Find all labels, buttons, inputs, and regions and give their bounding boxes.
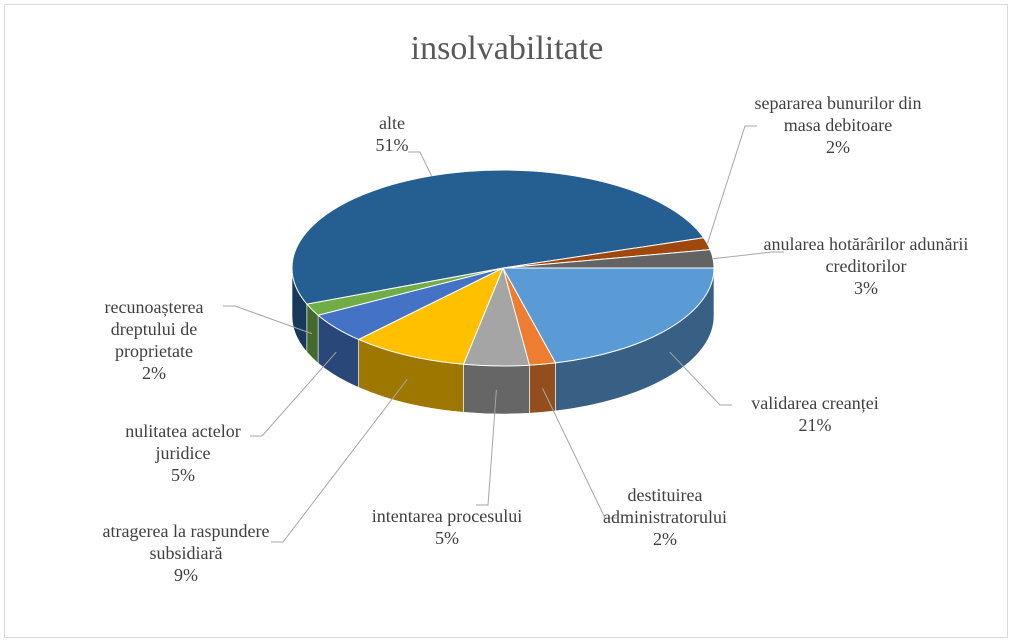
value-label: 2% — [142, 363, 166, 383]
slice — [291, 169, 705, 305]
leader-line — [542, 388, 617, 519]
leader-line — [223, 305, 313, 335]
value-label: 51% — [375, 135, 409, 155]
category-label: intentarea procesului — [371, 506, 523, 526]
category-label: recunoașterea dreptului de proprietate — [104, 297, 204, 361]
value-label: 9% — [174, 565, 198, 585]
chart-frame — [4, 4, 1008, 638]
data-label: nulitatea actelor juridice 5% — [98, 420, 268, 486]
leader-line — [408, 151, 432, 177]
category-label: destituirea administratorului — [603, 485, 727, 527]
value-label: 3% — [854, 278, 878, 298]
category-label: separarea bunurilor din masa debitoare — [754, 93, 922, 135]
leader-line — [669, 351, 732, 406]
data-label: anularea hotărârilor adunării creditoril… — [761, 233, 971, 299]
slice — [502, 267, 715, 364]
data-label: alte 51% — [352, 112, 432, 156]
value-label: 2% — [653, 529, 677, 549]
category-label: anularea hotărârilor adunării creditoril… — [763, 234, 969, 276]
slice-side — [463, 363, 530, 415]
data-label: destituirea administratorului 2% — [580, 484, 750, 550]
category-label: nulitatea actelor juridice — [125, 421, 241, 463]
leader-line — [713, 251, 784, 260]
leader-line — [706, 125, 757, 244]
value-label: 5% — [435, 528, 459, 548]
leader-line — [476, 389, 497, 506]
data-label: separarea bunurilor din masa debitoare 2% — [738, 92, 938, 158]
slice — [357, 266, 504, 365]
category-label: alte — [379, 113, 405, 133]
data-label: intentarea procesului 5% — [337, 505, 557, 549]
data-label: atragerea la raspundere subsidiară 9% — [86, 520, 286, 586]
category-label: validarea creanței — [751, 393, 879, 413]
data-label: recunoașterea dreptului de proprietate 2% — [79, 296, 229, 384]
value-label: 21% — [798, 415, 832, 435]
leader-line — [250, 351, 337, 437]
slice-side — [529, 362, 556, 414]
chart-title: insolvabilitate — [410, 30, 604, 67]
value-label: 5% — [171, 465, 195, 485]
data-label: validarea creanței 21% — [715, 392, 915, 436]
leader-line — [271, 379, 408, 543]
category-label: atragerea la raspundere subsidiară — [102, 521, 270, 563]
value-label: 2% — [826, 137, 850, 157]
